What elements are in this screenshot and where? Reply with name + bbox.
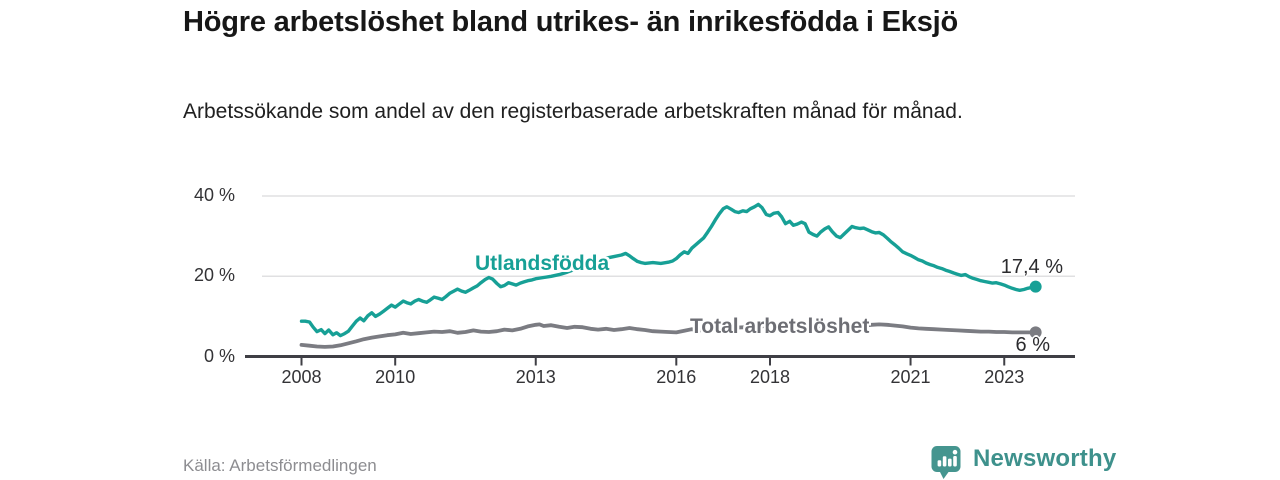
- end-dot-total: [1029, 326, 1042, 339]
- x-axis-label-2016: 2016: [656, 367, 697, 387]
- series-label-total: Total arbetslöshet: [690, 315, 870, 338]
- chart-subtitle: Arbetssökande som andel av den registerb…: [183, 100, 963, 123]
- end-dot-utlandsfodda: [1029, 280, 1042, 293]
- x-axis-label-2008: 2008: [281, 367, 322, 387]
- newsworthy-bubble-chart-icon: [931, 446, 961, 479]
- x-axis-label-2013: 2013: [515, 367, 556, 387]
- newsworthy-logo[interactable]: Newsworthy: [930, 444, 1116, 480]
- end-value-label-total: 6 %: [1015, 334, 1050, 356]
- source-note: Källa: Arbetsförmedlingen: [183, 456, 377, 475]
- newsworthy-wordmark: Newsworthy: [973, 445, 1117, 472]
- series-label-utlandsfodda: Utlandsfödda: [475, 252, 610, 275]
- chart-title: Högre arbetslöshet bland utrikes- än inr…: [183, 6, 959, 38]
- x-axis-label-2021: 2021: [890, 367, 931, 387]
- x-axis-label-2023: 2023: [984, 367, 1025, 387]
- series-line-total: [299, 322, 1038, 349]
- end-value-label-utlandsfodda: 17,4 %: [1000, 256, 1063, 278]
- y-axis-label-20: 20 %: [193, 265, 235, 286]
- y-axis-label-40: 40 %: [193, 185, 235, 205]
- y-axis-label-0: 0 %: [203, 345, 235, 366]
- series-line-utlandsfodda: [299, 202, 1038, 338]
- x-axis-label-2010: 2010: [375, 367, 416, 387]
- x-axis-label-2018: 2018: [749, 367, 791, 387]
